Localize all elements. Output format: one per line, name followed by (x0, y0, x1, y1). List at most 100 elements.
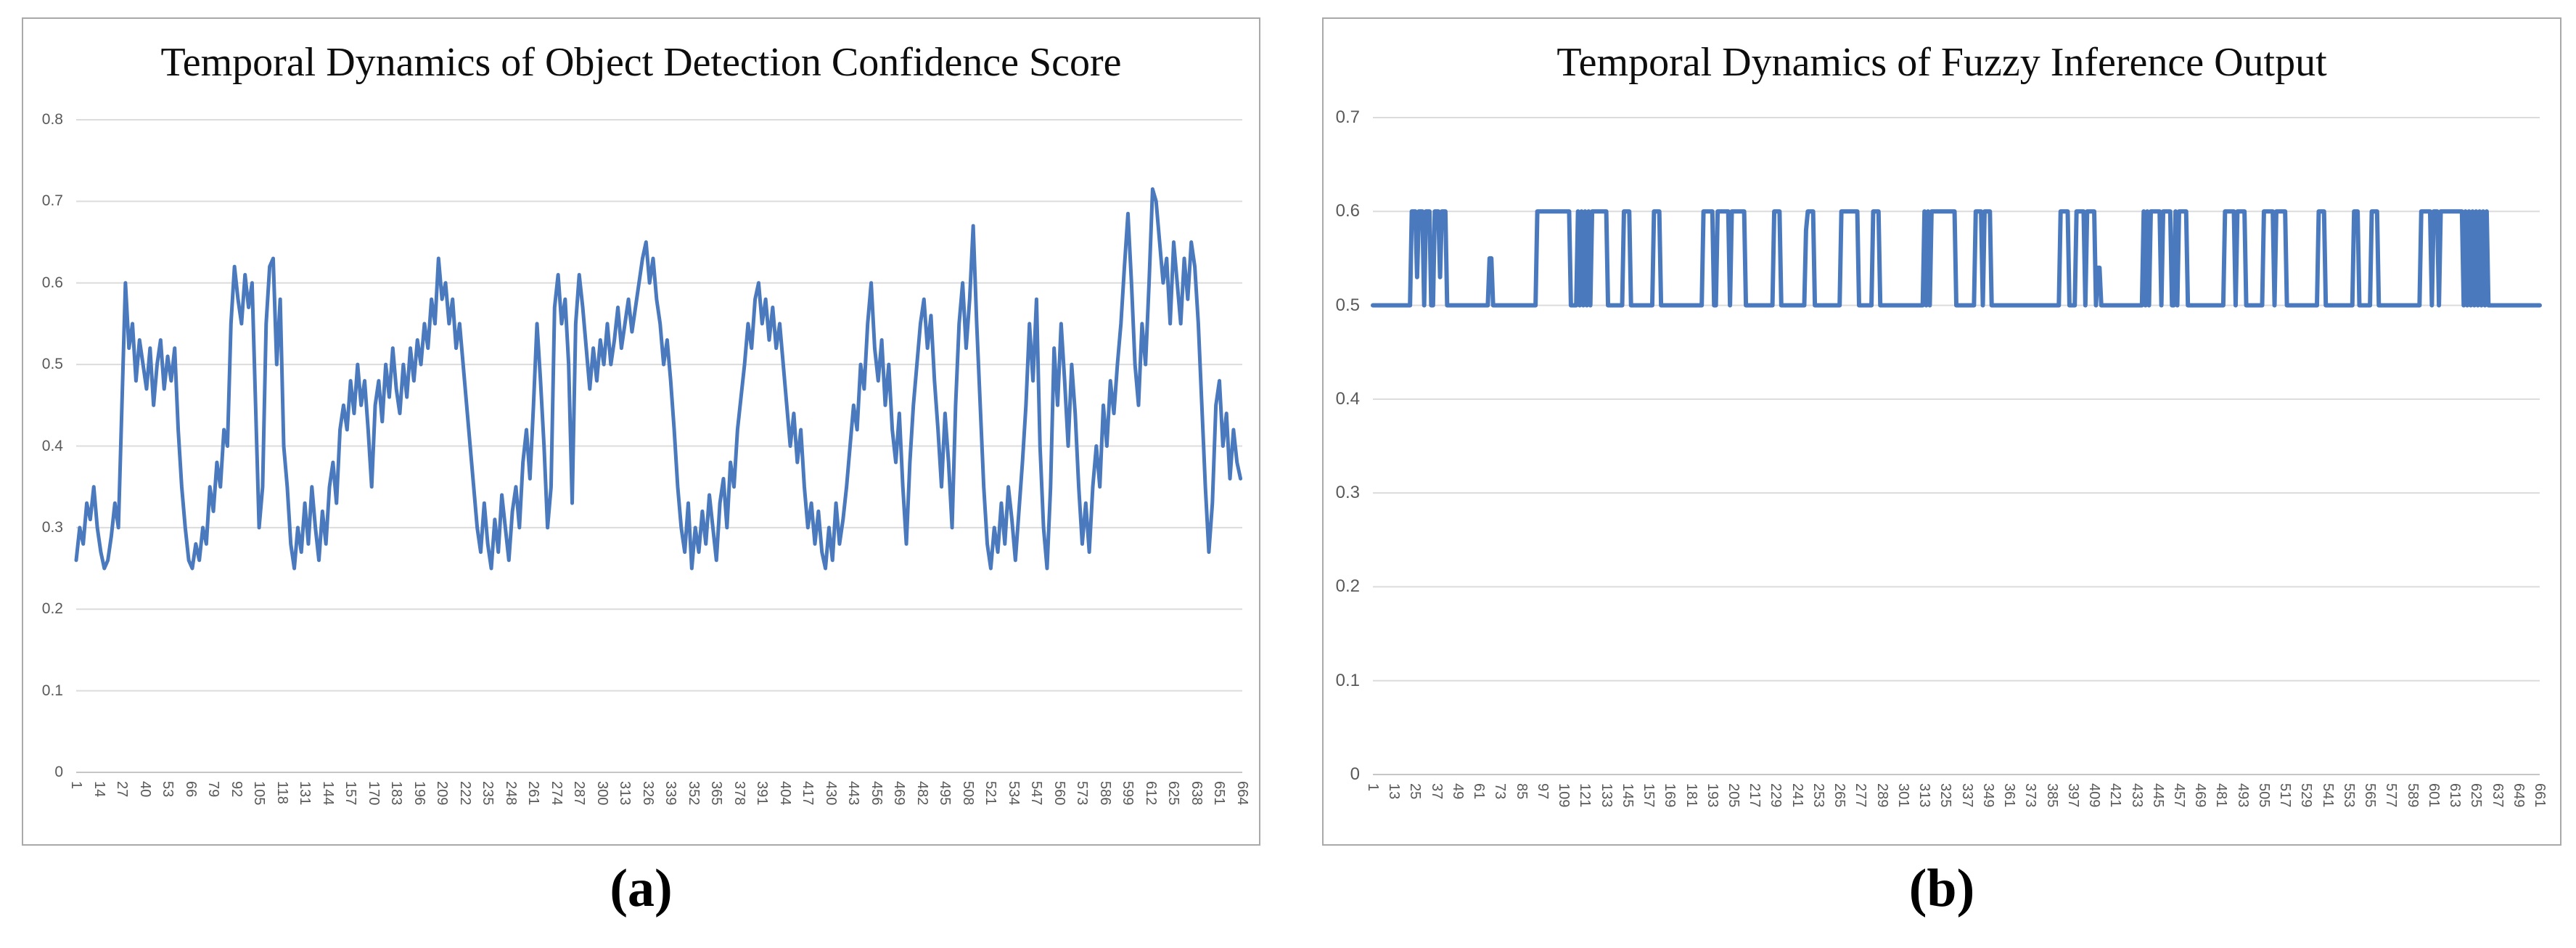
x-tick-label: 183 (388, 781, 405, 806)
x-tick-label: 625 (2468, 783, 2485, 808)
subfigure-caption-a: (a) (610, 859, 673, 918)
x-tick-label: 66 (182, 781, 199, 798)
x-tick-label: 253 (1810, 783, 1826, 808)
x-tick-label: 144 (319, 781, 336, 806)
chart-b-title: Temporal Dynamics of Fuzzy Inference Out… (1556, 40, 2327, 85)
y-tick-label: 0.3 (1335, 483, 1360, 503)
x-tick-label: 493 (2234, 783, 2251, 808)
x-tick-label: 25 (1407, 783, 1424, 800)
x-tick-label: 560 (1051, 781, 1067, 806)
x-tick-label: 430 (822, 781, 839, 806)
y-tick-label: 0.8 (41, 111, 63, 128)
x-tick-label: 73 (1492, 783, 1509, 800)
x-tick-label: 378 (731, 781, 747, 806)
y-tick-label: 0.6 (1335, 201, 1360, 221)
x-tick-label: 79 (205, 781, 222, 798)
x-tick-label: 505 (2255, 783, 2272, 808)
x-tick-label: 287 (571, 781, 588, 806)
x-tick-label: 1 (68, 781, 84, 790)
y-tick-label: 0.3 (41, 518, 63, 536)
x-tick-label: 193 (1704, 783, 1720, 808)
x-tick-label: 205 (1726, 783, 1742, 808)
x-tick-label: 385 (2043, 783, 2060, 808)
x-tick-label: 613 (2447, 783, 2464, 808)
x-tick-label: 326 (639, 781, 656, 806)
subfigure-caption-b: (b) (1908, 859, 1975, 918)
x-tick-label: 339 (663, 781, 679, 806)
x-tick-label: 421 (2107, 783, 2124, 808)
x-tick-label: 404 (776, 781, 793, 806)
y-tick-label: 0.7 (1335, 107, 1360, 127)
x-tick-label: 337 (1958, 783, 1975, 808)
x-tick-label: 301 (1895, 783, 1911, 808)
x-tick-label: 417 (800, 781, 816, 806)
x-tick-label: 261 (525, 781, 542, 806)
x-tick-label: 397 (2064, 783, 2081, 808)
x-tick-label: 325 (1937, 783, 1954, 808)
x-tick-label: 586 (1096, 781, 1113, 806)
x-tick-label: 361 (2001, 783, 2018, 808)
x-tick-label: 157 (1641, 783, 1657, 808)
x-tick-label: 241 (1789, 783, 1805, 808)
y-tick-label: 0.4 (41, 437, 63, 454)
x-tick-label: 457 (2170, 783, 2187, 808)
x-tick-label: 300 (594, 781, 610, 806)
x-tick-label: 209 (434, 781, 451, 806)
x-tick-label: 651 (1211, 781, 1228, 806)
x-tick-label: 313 (617, 781, 633, 806)
x-tick-label: 534 (1005, 781, 1022, 806)
x-tick-label: 118 (274, 781, 290, 804)
x-tick-label: 222 (456, 781, 473, 806)
x-tick-label: 625 (1165, 781, 1182, 806)
fuzzy-output-line (1371, 209, 2542, 308)
y-tick-label: 0 (1350, 764, 1360, 784)
x-tick-label: 265 (1831, 783, 1848, 808)
x-tick-label: 49 (1449, 783, 1466, 800)
y-tick-label: 0.1 (1335, 670, 1360, 690)
x-tick-label: 637 (2489, 783, 2506, 808)
x-tick-label: 495 (937, 781, 953, 806)
x-tick-label: 456 (868, 781, 885, 806)
y-tick-label: 0.5 (41, 356, 63, 373)
confidence-score-line (74, 187, 1243, 571)
x-tick-label: 589 (2404, 783, 2421, 808)
chart-a-title: Temporal Dynamics of Object Detection Co… (160, 40, 1122, 85)
x-tick-label: 14 (91, 781, 107, 798)
x-tick-label: 145 (1619, 783, 1636, 808)
x-tick-label: 349 (1980, 783, 1996, 808)
y-tick-label: 0.2 (1335, 576, 1360, 597)
y-tick-label: 0.7 (41, 192, 63, 210)
x-tick-label: 391 (754, 781, 771, 806)
x-tick-label: 443 (845, 781, 862, 806)
x-tick-label: 37 (1428, 783, 1445, 800)
x-tick-label: 352 (685, 781, 702, 806)
x-tick-label: 1 (1365, 783, 1381, 792)
x-tick-label: 92 (228, 781, 245, 798)
y-tick-label: 0.1 (41, 682, 63, 699)
x-tick-label: 508 (959, 781, 976, 806)
x-tick-label: 61 (1471, 783, 1488, 800)
x-tick-label: 573 (1074, 781, 1091, 806)
x-tick-label: 109 (1556, 783, 1572, 808)
y-tick-label: 0.6 (41, 274, 63, 291)
x-tick-label: 541 (2319, 783, 2336, 808)
x-tick-label: 433 (2128, 783, 2145, 808)
x-tick-label: 529 (2298, 783, 2315, 808)
x-tick-label: 289 (1874, 783, 1890, 808)
x-tick-label: 409 (2086, 783, 2103, 808)
x-tick-label: 469 (891, 781, 908, 806)
x-tick-label: 85 (1513, 783, 1530, 800)
chart-panel-a: Temporal Dynamics of Object Detection Co… (22, 17, 1260, 846)
x-tick-label: 105 (251, 781, 268, 806)
x-tick-label: 53 (160, 781, 176, 798)
chart-panel-b: Temporal Dynamics of Fuzzy Inference Out… (1322, 17, 2561, 846)
chart-a-plot (74, 119, 1243, 773)
x-tick-label: 131 (297, 781, 313, 806)
y-tick-label: 0.2 (41, 600, 63, 618)
y-tick-label: 0.4 (1335, 388, 1360, 409)
x-tick-label: 601 (2425, 783, 2442, 808)
x-tick-label: 445 (2149, 783, 2166, 808)
x-tick-label: 547 (1028, 781, 1045, 806)
x-tick-label: 649 (2510, 783, 2527, 808)
x-tick-label: 612 (1142, 781, 1159, 806)
